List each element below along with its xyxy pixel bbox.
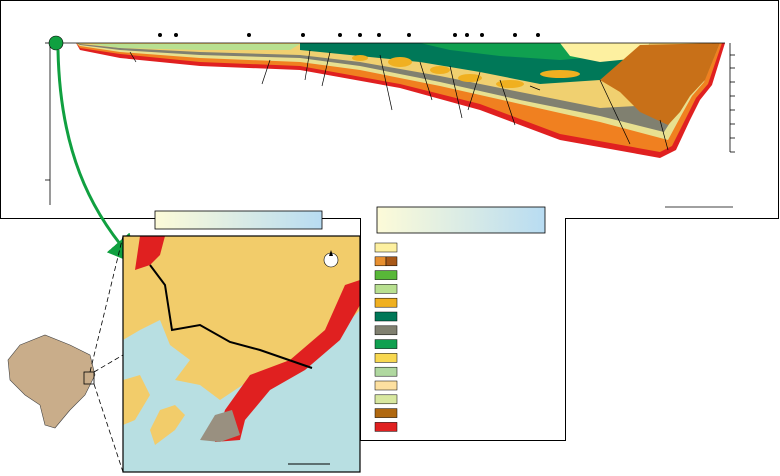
- legend-title-box: [376, 206, 546, 234]
- legend-swatch: [374, 325, 398, 336]
- legend-swatch: [374, 270, 398, 280]
- legend: [374, 242, 398, 432]
- legend-swatch: [374, 394, 398, 405]
- legend-swatch: [374, 311, 398, 322]
- legend-swatch: [374, 284, 398, 294]
- legend-swatch: [374, 366, 398, 377]
- location-map: [122, 235, 361, 473]
- brazil-inset: [7, 235, 124, 473]
- legend-swatch: [374, 380, 398, 391]
- legend-swatch: [374, 408, 398, 418]
- legend-swatch: [374, 353, 398, 363]
- legend-swatch: [374, 422, 398, 432]
- legend-swatch: [374, 297, 398, 308]
- frame: [0, 0, 779, 441]
- legend-swatch: [374, 256, 387, 267]
- legend-swatch: [374, 339, 398, 349]
- map-title-box: [154, 210, 323, 230]
- legend-swatch: [374, 242, 398, 253]
- cross-section: [45, 33, 735, 266]
- legend-swatch: [385, 256, 398, 267]
